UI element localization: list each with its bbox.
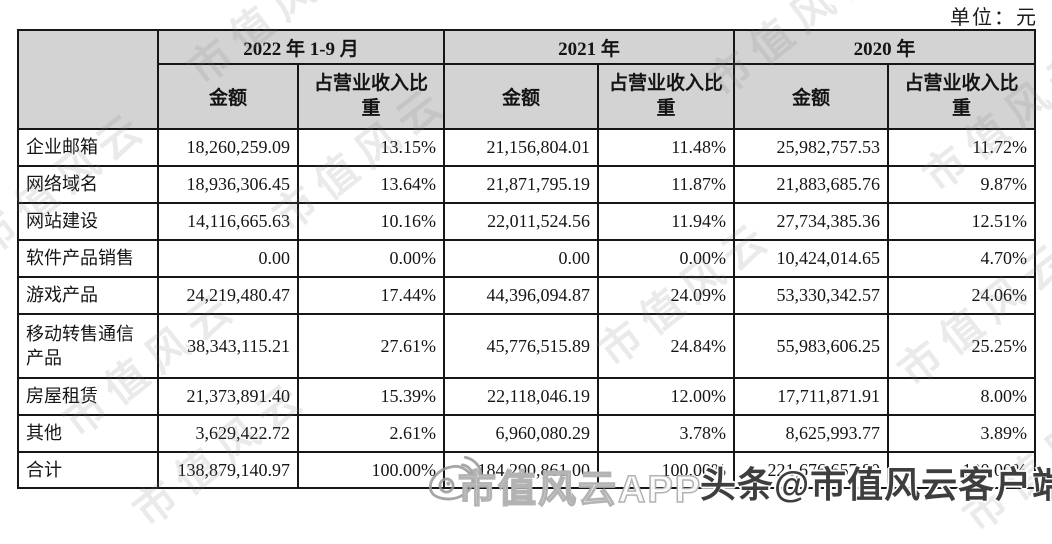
amount-cell: 21,373,891.40 bbox=[157, 377, 299, 416]
table-row-total: 合计 138,879,140.97 100.00% 184,290,861.00… bbox=[17, 451, 1037, 489]
ratio-cell: 11.94% bbox=[597, 202, 736, 241]
row-label-text: 网站建设 bbox=[26, 211, 98, 232]
ratio-cell: 24.09% bbox=[597, 276, 736, 315]
amount-cell: 0.00 bbox=[157, 239, 299, 278]
ratio-cell: 12.51% bbox=[887, 202, 1037, 241]
row-label: 网络域名 bbox=[17, 165, 159, 204]
ratio-cell: 100.00% bbox=[887, 451, 1037, 489]
ratio-header-label: 占营业收入比重 bbox=[609, 72, 724, 119]
ratio-cell: 3.78% bbox=[597, 414, 736, 453]
table-row: 网络域名 18,936,306.45 13.64% 21,871,795.19 … bbox=[17, 165, 1037, 204]
row-label-text: 合计 bbox=[26, 459, 62, 480]
amount-cell: 21,871,795.19 bbox=[443, 165, 600, 204]
ratio-cell: 27.61% bbox=[296, 313, 446, 379]
amount-cell: 27,734,385.36 bbox=[733, 202, 890, 241]
ratio-cell: 13.15% bbox=[296, 128, 446, 167]
row-label: 企业邮箱 bbox=[17, 128, 159, 167]
amount-cell: 14,116,665.63 bbox=[157, 202, 299, 241]
ratio-cell: 15.39% bbox=[296, 377, 446, 416]
period-header-row: 2022 年 1-9 月 2021 年 2020 年 bbox=[17, 29, 1037, 130]
ratio-cell: 24.84% bbox=[597, 313, 736, 379]
row-label: 合计 bbox=[17, 451, 159, 489]
row-label: 游戏产品 bbox=[17, 276, 159, 315]
ratio-cell: 24.06% bbox=[887, 276, 1037, 315]
ratio-header: 占营业收入比重 bbox=[296, 63, 446, 130]
table-row: 网站建设 14,116,665.63 10.16% 22,011,524.56 … bbox=[17, 202, 1037, 241]
amount-cell: 8,625,993.77 bbox=[733, 414, 890, 453]
row-label: 房屋租赁 bbox=[17, 377, 159, 416]
row-label-text: 移动转售通信产品 bbox=[26, 323, 134, 368]
row-label: 移动转售通信产品 bbox=[17, 313, 159, 379]
row-label: 其他 bbox=[17, 414, 159, 453]
amount-cell: 18,936,306.45 bbox=[157, 165, 299, 204]
ratio-cell: 100.00% bbox=[296, 451, 446, 489]
amount-cell: 53,330,342.57 bbox=[733, 276, 890, 315]
ratio-cell: 100.00% bbox=[597, 451, 736, 489]
ratio-cell: 9.87% bbox=[887, 165, 1037, 204]
table-row: 企业邮箱 18,260,259.09 13.15% 21,156,804.01 … bbox=[17, 128, 1037, 167]
ratio-cell: 10.16% bbox=[296, 202, 446, 241]
row-label: 网站建设 bbox=[17, 202, 159, 241]
amount-cell: 45,776,515.89 bbox=[443, 313, 600, 379]
amount-cell: 221,676,657.80 bbox=[733, 451, 890, 489]
amount-cell: 25,982,757.53 bbox=[733, 128, 890, 167]
ratio-cell: 11.48% bbox=[597, 128, 736, 167]
ratio-cell: 2.61% bbox=[296, 414, 446, 453]
amount-cell: 3,629,422.72 bbox=[157, 414, 299, 453]
amount-header: 金额 bbox=[157, 63, 299, 130]
table-row: 软件产品销售 0.00 0.00% 0.00 0.00% 10,424,014.… bbox=[17, 239, 1037, 278]
ratio-header: 占营业收入比重 bbox=[887, 63, 1037, 130]
ratio-cell: 4.70% bbox=[887, 239, 1037, 278]
table-row: 房屋租赁 21,373,891.40 15.39% 22,118,046.19 … bbox=[17, 377, 1037, 416]
ratio-cell: 3.89% bbox=[887, 414, 1037, 453]
row-label-text: 企业邮箱 bbox=[26, 137, 98, 158]
ratio-cell: 13.64% bbox=[296, 165, 446, 204]
corner-cell bbox=[17, 29, 159, 130]
amount-cell: 6,960,080.29 bbox=[443, 414, 600, 453]
ratio-cell: 25.25% bbox=[887, 313, 1037, 379]
row-label-text: 网络域名 bbox=[26, 174, 98, 195]
row-label: 软件产品销售 bbox=[17, 239, 159, 278]
row-label-text: 房屋租赁 bbox=[26, 386, 98, 407]
ratio-cell: 12.00% bbox=[597, 377, 736, 416]
amount-header: 金额 bbox=[733, 63, 890, 130]
amount-cell: 0.00 bbox=[443, 239, 600, 278]
period-header-2021: 2021 年 bbox=[443, 29, 736, 65]
amount-cell: 22,118,046.19 bbox=[443, 377, 600, 416]
amount-cell: 24,219,480.47 bbox=[157, 276, 299, 315]
row-label-text: 其他 bbox=[26, 423, 62, 444]
ratio-cell: 11.87% bbox=[597, 165, 736, 204]
revenue-table: 2022 年 1-9 月 2021 年 2020 年 金额 占营业收入比重 金额… bbox=[17, 29, 1037, 489]
ratio-header-label: 占营业收入比重 bbox=[313, 72, 428, 119]
ratio-header: 占营业收入比重 bbox=[597, 63, 736, 130]
table-row: 游戏产品 24,219,480.47 17.44% 44,396,094.87 … bbox=[17, 276, 1037, 315]
sub-header-row: 金额 占营业收入比重 金额 占营业收入比重 金额 占营业收入比重 bbox=[18, 63, 1037, 130]
ratio-cell: 8.00% bbox=[887, 377, 1037, 416]
amount-cell: 10,424,014.65 bbox=[733, 239, 890, 278]
ratio-cell: 0.00% bbox=[296, 239, 446, 278]
amount-cell: 18,260,259.09 bbox=[157, 128, 299, 167]
period-header-2020: 2020 年 bbox=[733, 29, 1037, 65]
unit-label: 单位：元 bbox=[950, 7, 1038, 29]
amount-cell: 138,879,140.97 bbox=[157, 451, 299, 489]
amount-cell: 38,343,115.21 bbox=[157, 313, 299, 379]
ratio-cell: 11.72% bbox=[887, 128, 1037, 167]
amount-cell: 184,290,861.00 bbox=[443, 451, 600, 489]
amount-cell: 55,983,606.25 bbox=[733, 313, 890, 379]
amount-cell: 17,711,871.91 bbox=[733, 377, 890, 416]
amount-cell: 21,883,685.76 bbox=[733, 165, 890, 204]
table-row: 移动转售通信产品 38,343,115.21 27.61% 45,776,515… bbox=[17, 313, 1037, 379]
amount-cell: 22,011,524.56 bbox=[443, 202, 600, 241]
ratio-cell: 0.00% bbox=[597, 239, 736, 278]
ratio-cell: 17.44% bbox=[296, 276, 446, 315]
amount-cell: 44,396,094.87 bbox=[443, 276, 600, 315]
revenue-breakdown-table: 2022 年 1-9 月 2021 年 2020 年 金额 占营业收入比重 金额… bbox=[17, 29, 1037, 489]
row-label-text: 游戏产品 bbox=[26, 285, 98, 306]
table-row: 其他 3,629,422.72 2.61% 6,960,080.29 3.78%… bbox=[17, 414, 1037, 453]
row-label-text: 软件产品销售 bbox=[26, 248, 134, 269]
ratio-header-label: 占营业收入比重 bbox=[904, 72, 1019, 119]
period-header-2022: 2022 年 1-9 月 bbox=[156, 29, 446, 65]
amount-cell: 21,156,804.01 bbox=[443, 128, 600, 167]
amount-header: 金额 bbox=[443, 63, 600, 130]
